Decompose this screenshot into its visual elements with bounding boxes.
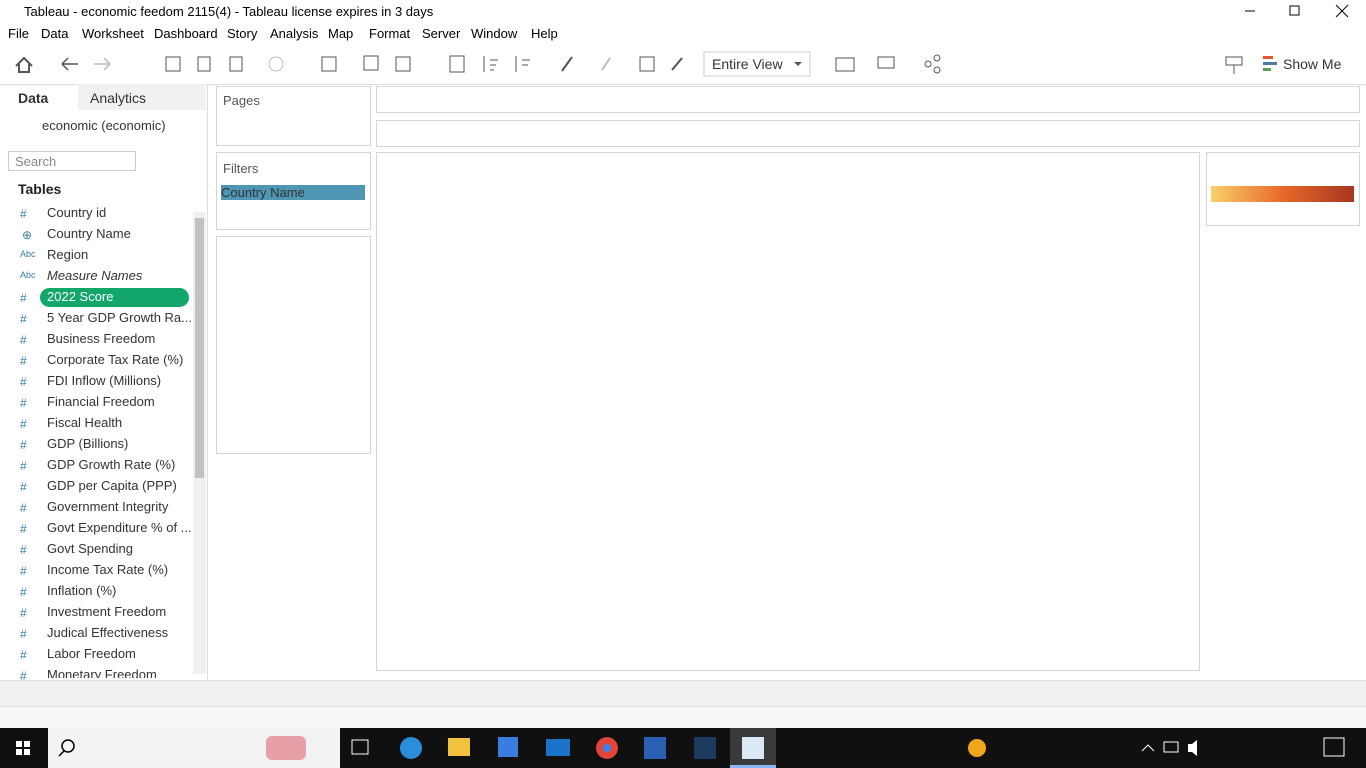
field-type-icon: # — [20, 522, 27, 536]
menu-item[interactable]: Dashboard — [154, 26, 218, 41]
sheet-tab-bar — [0, 680, 1366, 707]
tab-background — [78, 84, 206, 110]
field-type-icon: # — [20, 606, 27, 620]
window-controls[interactable] — [1240, 3, 1360, 19]
field-type-icon: # — [20, 291, 27, 305]
field-name[interactable]: Country id — [47, 205, 107, 220]
field-name[interactable]: FDI Inflow (Millions) — [47, 373, 162, 388]
menu-item[interactable]: Format — [369, 26, 411, 41]
pages-card — [216, 86, 371, 146]
viz-area — [376, 152, 1200, 671]
legend-gradient — [1211, 186, 1354, 202]
field-type-icon: # — [20, 480, 27, 494]
field-name[interactable]: Monetary Freedom — [47, 667, 157, 678]
rows-shelf — [376, 120, 1360, 147]
field-type-icon: # — [20, 627, 27, 641]
pages-title: Pages — [223, 93, 260, 108]
toolbar-icons-right[interactable] — [1220, 44, 1280, 84]
filter-pill[interactable]: Country Name — [221, 185, 365, 200]
field-type-icon: # — [20, 669, 27, 683]
field-name[interactable]: Labor Freedom — [47, 646, 136, 661]
menu-item[interactable]: Map — [328, 26, 354, 41]
field-name[interactable]: Govt Expenditure % of ... — [47, 520, 192, 535]
field-type-icon: # — [20, 417, 27, 431]
field-type-icon: # — [20, 354, 27, 368]
field-name[interactable]: Business Freedom — [47, 331, 156, 346]
data-tab[interactable]: Data — [18, 90, 49, 106]
taskbar-icons[interactable] — [0, 728, 1366, 768]
menu-item[interactable]: Help — [531, 26, 558, 41]
field-name[interactable]: Government Integrity — [47, 499, 169, 514]
chart — [377, 153, 1199, 670]
taskbar — [0, 728, 1366, 768]
field-name[interactable]: Income Tax Rate (%) — [47, 562, 169, 577]
data-source[interactable]: economic (economic) — [42, 118, 166, 133]
menu-item[interactable]: Worksheet — [82, 26, 144, 41]
tables-header: Tables — [18, 181, 62, 197]
columns-shelf — [376, 86, 1360, 113]
field-name[interactable]: 5 Year GDP Growth Ra... — [47, 310, 192, 325]
show-me-button[interactable]: Show Me — [1283, 56, 1342, 72]
menu-item[interactable]: Story — [227, 26, 258, 41]
marks-card — [216, 236, 371, 454]
field-type-icon: # — [20, 459, 27, 473]
filters-title: Filters — [223, 161, 259, 176]
field-type-icon: # — [20, 312, 27, 326]
field-name[interactable]: 2022 Score — [47, 289, 114, 304]
field-type-icon: # — [20, 501, 27, 515]
field-name[interactable]: Govt Spending — [47, 541, 134, 556]
field-name[interactable]: Investment Freedom — [47, 604, 167, 619]
analytics-tab[interactable]: Analytics — [90, 90, 147, 106]
title-bar — [0, 0, 1366, 22]
menu-item[interactable]: Analysis — [270, 26, 319, 41]
field-name[interactable]: GDP (Billions) — [47, 436, 129, 451]
field-type-icon: # — [20, 543, 27, 557]
field-type-icon: # — [20, 207, 27, 221]
toolbar-icons[interactable] — [0, 44, 960, 84]
field-type-icon: # — [20, 648, 27, 662]
menu-item[interactable]: Window — [471, 26, 518, 41]
scrollbar[interactable] — [193, 212, 206, 674]
search-box[interactable]: Search — [8, 151, 136, 171]
field-name[interactable]: Region — [47, 247, 89, 262]
scroll-thumb[interactable] — [195, 218, 204, 478]
field-type-icon: Abc — [20, 249, 36, 259]
toolbar — [0, 44, 1366, 85]
field-type-icon: Abc — [20, 270, 36, 280]
field-name[interactable]: Inflation (%) — [47, 583, 117, 598]
field-name[interactable]: Fiscal Health — [47, 415, 123, 430]
field-type-icon: # — [20, 585, 27, 599]
field-type-icon: # — [20, 438, 27, 452]
field-type-icon: # — [20, 396, 27, 410]
field-name[interactable]: GDP Growth Rate (%) — [47, 457, 176, 472]
field-type-icon: # — [20, 375, 27, 389]
field-name[interactable]: Corporate Tax Rate (%) — [47, 352, 184, 367]
data-pane — [0, 84, 208, 680]
view-dropdown[interactable]: Entire View — [712, 56, 783, 72]
field-name[interactable]: Country Name — [47, 226, 131, 241]
field-type-icon: # — [20, 333, 27, 347]
field-name[interactable]: Judical Effectiveness — [47, 625, 169, 640]
field-highlight — [40, 288, 189, 307]
menu-item[interactable]: Server — [422, 26, 461, 41]
field-type-icon: ⊕ — [22, 228, 33, 242]
window-title: Tableau - economic feedom 2115(4) - Tabl… — [24, 4, 434, 19]
field-type-icon: # — [20, 564, 27, 578]
field-name[interactable]: Measure Names — [47, 268, 143, 283]
field-name[interactable]: GDP per Capita (PPP) — [47, 478, 177, 493]
menu-item[interactable]: Data — [41, 26, 69, 41]
field-name[interactable]: Financial Freedom — [47, 394, 155, 409]
menu-item[interactable]: File — [8, 26, 29, 41]
legend-card — [1206, 152, 1360, 226]
status-bar — [0, 706, 1366, 729]
